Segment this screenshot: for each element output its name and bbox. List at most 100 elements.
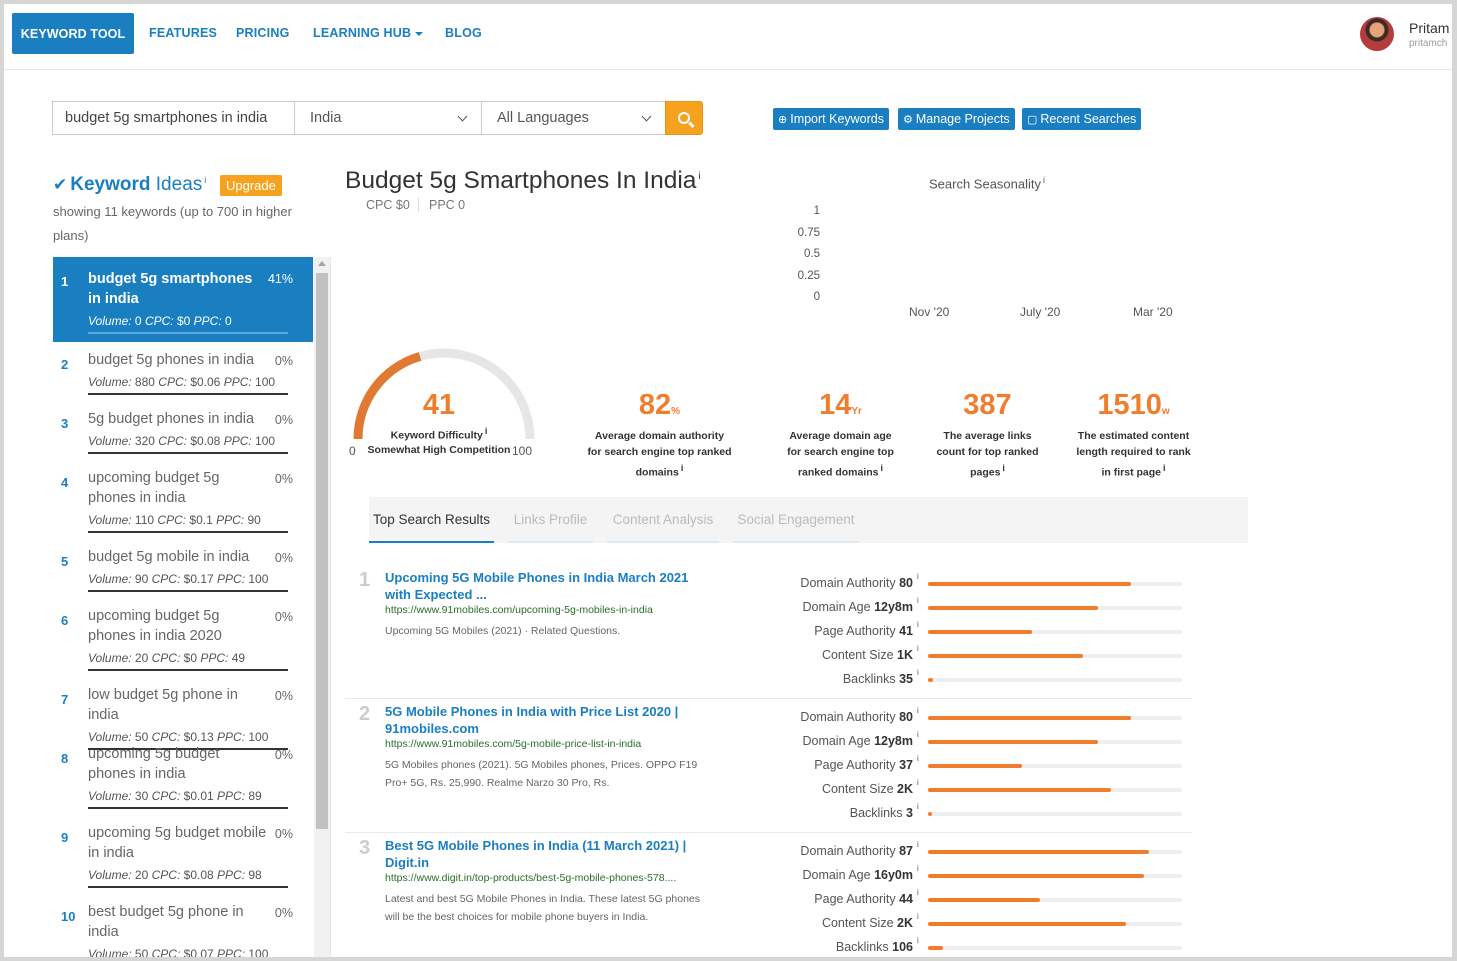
recent-searches-label: Recent Searches <box>1040 112 1137 126</box>
metric-bar <box>928 630 1182 634</box>
tab-top-search-results[interactable]: Top Search Results <box>369 497 494 543</box>
gauge-max: 100 <box>512 444 533 458</box>
country-select[interactable]: India <box>294 101 481 135</box>
keyword-text: upcoming budget 5g phones in india <box>88 470 220 506</box>
nav-learning-hub[interactable]: LEARNING HUB <box>313 26 424 40</box>
metric-value: 41 <box>899 624 913 638</box>
keyword-list-item[interactable]: 4 0% upcoming budget 5g phones in india Vol… <box>53 460 313 539</box>
difficulty-gauge <box>353 348 535 440</box>
metric-label-ppc: PPC: <box>223 375 252 389</box>
info-icon[interactable]: i <box>917 864 919 873</box>
keyword-list-item[interactable]: 9 0% upcoming 5g budget mobile in india Vol… <box>53 815 313 894</box>
info-icon[interactable]: i <box>917 912 919 921</box>
info-icon[interactable]: i <box>917 778 919 787</box>
info-icon[interactable]: i <box>917 620 919 629</box>
keyword-list-item[interactable]: 2 0% budget 5g phones in india Volume: 880 … <box>53 342 313 401</box>
scroll-up-icon[interactable] <box>318 261 326 266</box>
keyword-list-item[interactable]: 8 0% upcoming 5g budget phones in india Vol… <box>53 736 313 815</box>
metric-value-cpc: $0 <box>183 651 197 665</box>
keyword-text: 5g budget phones in india <box>88 411 255 427</box>
result-title-link[interactable]: Best 5G Mobile Phones in India (11 March… <box>385 838 687 870</box>
keyword-rank: 2 <box>61 357 69 372</box>
recent-searches-button[interactable]: ▢ Recent Searches <box>1022 108 1142 130</box>
check-icon: ✔ <box>53 175 68 194</box>
keyword-metrics: Volume: 50 CPC: $0.13 PPC: 100 <box>88 729 288 750</box>
info-icon[interactable]: i <box>917 706 919 715</box>
info-icon[interactable]: i <box>917 644 919 653</box>
search-input[interactable] <box>52 101 294 135</box>
keyword-rank: 8 <box>61 751 69 766</box>
search-button[interactable] <box>665 101 703 135</box>
keyword-list-scrollbar[interactable] <box>314 257 330 957</box>
metric-bar-fill <box>928 740 1099 744</box>
info-icon[interactable]: i <box>917 596 919 605</box>
nav-features[interactable]: FEATURES <box>149 26 218 40</box>
metric-label-cpc: CPC: <box>151 730 181 744</box>
keyword-rank: 3 <box>61 416 69 431</box>
info-icon[interactable]: i <box>917 572 919 581</box>
avatar[interactable] <box>1360 17 1394 51</box>
info-icon[interactable]: i <box>917 802 919 811</box>
tab-links-profile[interactable]: Links Profile <box>508 497 593 543</box>
info-icon[interactable]: i <box>1002 463 1005 473</box>
upgrade-button[interactable]: Upgrade <box>220 175 282 196</box>
keyword-text: best budget 5g phone in india <box>88 904 244 940</box>
nav-pricing[interactable]: PRICING <box>236 26 290 40</box>
keyword-percent: 0% <box>274 354 293 368</box>
info-icon[interactable]: i <box>880 463 884 473</box>
info-icon[interactable]: i <box>917 754 919 763</box>
info-icon[interactable]: i <box>1163 463 1166 473</box>
metric-label-ppc: PPC: <box>216 513 245 527</box>
metric-value-volume: 30 <box>134 789 149 803</box>
info-icon[interactable]: i <box>680 463 684 473</box>
metric-label-ppc: PPC: <box>217 868 246 882</box>
language-select[interactable]: All Languages <box>481 101 665 135</box>
metric-bar <box>928 850 1182 854</box>
import-keywords-button[interactable]: ⊕ Import Keywords <box>773 108 889 130</box>
seasonality-y-tick: 0.5 <box>804 248 820 261</box>
metric-value-cpc: $0 <box>176 314 191 328</box>
tab-content-analysis[interactable]: Content Analysis <box>607 497 719 543</box>
metric-label-cpc: CPC: <box>158 375 187 389</box>
info-icon[interactable]: i <box>484 426 488 436</box>
brand-button[interactable]: KEYWORD TOOL <box>12 13 134 54</box>
seasonality-x-tick: Nov '20 <box>909 305 950 319</box>
info-icon[interactable]: i <box>1043 175 1046 185</box>
metric-label: Page Authority 41 <box>814 624 913 638</box>
metric-label: Page Authority 37 <box>814 758 913 772</box>
metric-value-cpc: $0.07 <box>183 947 214 961</box>
stat-value: 1510 <box>1097 389 1162 421</box>
keyword-metrics: Volume: 0 CPC: $0 PPC: 0 <box>88 313 288 334</box>
metric-name: Backlinks <box>842 672 896 686</box>
info-icon[interactable]: i <box>698 170 701 182</box>
metric-value: 1K <box>897 648 913 662</box>
seasonality-y-tick: 1 <box>813 205 820 217</box>
info-icon[interactable]: i <box>204 174 207 185</box>
result-title-link[interactable]: Upcoming 5G Mobile Phones in India March… <box>385 570 689 602</box>
info-icon[interactable]: i <box>917 668 919 677</box>
metric-value-volume: 90 <box>134 572 149 586</box>
keyword-list-item[interactable]: 7 0% low budget 5g phone in india Volume: 5… <box>53 677 313 750</box>
metric-label-volume: Volume: <box>88 789 132 803</box>
scrollbar-thumb[interactable] <box>316 273 328 829</box>
info-icon[interactable]: i <box>917 936 919 945</box>
user-name[interactable]: Pritam <box>1409 20 1450 36</box>
manage-projects-button[interactable]: ⚙ Manage Projects <box>898 108 1015 130</box>
info-icon[interactable]: i <box>917 840 919 849</box>
difficulty-label: Keyword Difficulty i <box>364 426 514 442</box>
column-divider <box>330 257 331 957</box>
keyword-list-item[interactable]: 5 0% budget 5g mobile in india Volume: 90 C… <box>53 539 313 598</box>
metric-value-cpc: $0.08 <box>190 434 221 448</box>
nav-blog[interactable]: BLOG <box>445 26 482 40</box>
keyword-list-item[interactable]: 1 41% budget 5g smartphones in india Volume… <box>53 257 313 342</box>
result-title-link[interactable]: 5G Mobile Phones in India with Price Lis… <box>385 704 679 736</box>
metric-bar <box>928 874 1182 878</box>
info-icon[interactable]: i <box>917 730 919 739</box>
tab-social-engagement[interactable]: Social Engagement <box>733 497 859 543</box>
info-icon[interactable]: i <box>917 888 919 897</box>
metric-name: Domain Authority <box>800 844 896 858</box>
keyword-list-item[interactable]: 3 0% 5g budget phones in india Volume: 320 … <box>53 401 313 460</box>
keyword-percent: 0% <box>274 748 293 762</box>
keyword-list-item[interactable]: 10 0% best budget 5g phone in india Volume:… <box>53 894 313 957</box>
keyword-list-item[interactable]: 6 0% upcoming budget 5g phones in india 20… <box>53 598 313 677</box>
